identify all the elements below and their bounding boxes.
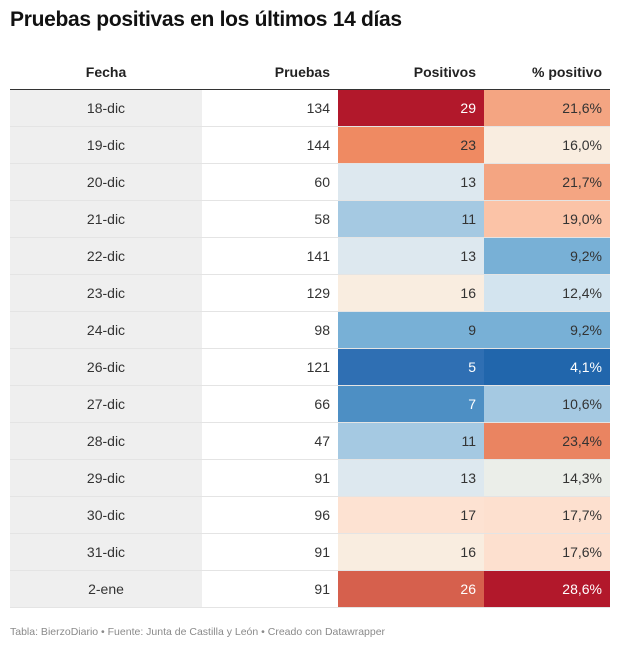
table-row: 21-dic 58 11 19,0% (10, 200, 610, 238)
cell-pruebas: 134 (202, 89, 338, 127)
cell-positivos: 13 (338, 237, 484, 275)
cell-pct-positivo: 16,0% (484, 126, 610, 164)
cell-fecha: 24-dic (10, 311, 202, 349)
cell-fecha: 22-dic (10, 237, 202, 275)
cell-pruebas: 58 (202, 200, 338, 238)
cell-pruebas: 91 (202, 570, 338, 608)
table-row: 27-dic 66 7 10,6% (10, 385, 610, 423)
cell-pct-positivo: 12,4% (484, 274, 610, 312)
cell-fecha: 31-dic (10, 533, 202, 571)
cell-pruebas: 91 (202, 459, 338, 497)
cell-positivos: 11 (338, 200, 484, 238)
cell-pct-positivo: 9,2% (484, 237, 610, 275)
cell-fecha: 18-dic (10, 89, 202, 127)
cell-pruebas: 47 (202, 422, 338, 460)
cell-fecha: 27-dic (10, 385, 202, 423)
cell-fecha: 2-ene (10, 570, 202, 608)
cell-positivos: 16 (338, 533, 484, 571)
table-row: 23-dic 129 16 12,4% (10, 274, 610, 312)
table-row: 26-dic 121 5 4,1% (10, 348, 610, 386)
table-row: 24-dic 98 9 9,2% (10, 311, 610, 349)
cell-positivos: 7 (338, 385, 484, 423)
cell-pruebas: 144 (202, 126, 338, 164)
cell-pct-positivo: 9,2% (484, 311, 610, 349)
cell-fecha: 20-dic (10, 163, 202, 201)
cell-positivos: 5 (338, 348, 484, 386)
cell-pct-positivo: 21,7% (484, 163, 610, 201)
cell-pct-positivo: 19,0% (484, 200, 610, 238)
cell-pct-positivo: 4,1% (484, 348, 610, 386)
cell-pruebas: 121 (202, 348, 338, 386)
cell-pruebas: 98 (202, 311, 338, 349)
cell-pct-positivo: 21,6% (484, 89, 610, 127)
column-header-fecha: Fecha (10, 55, 202, 90)
cell-pct-positivo: 17,6% (484, 533, 610, 571)
cell-positivos: 13 (338, 459, 484, 497)
table-row: 31-dic 91 16 17,6% (10, 533, 610, 571)
cell-fecha: 23-dic (10, 274, 202, 312)
table-row: 20-dic 60 13 21,7% (10, 163, 610, 201)
table-row: 22-dic 141 13 9,2% (10, 237, 610, 275)
cell-fecha: 29-dic (10, 459, 202, 497)
cell-pruebas: 91 (202, 533, 338, 571)
cell-fecha: 30-dic (10, 496, 202, 534)
source-footer: Tabla: BierzoDiario • Fuente: Junta de C… (10, 626, 386, 638)
column-header-positivos: Positivos (338, 55, 484, 90)
cell-pruebas: 66 (202, 385, 338, 423)
cell-fecha: 28-dic (10, 422, 202, 460)
cell-positivos: 16 (338, 274, 484, 312)
table-row: 19-dic 144 23 16,0% (10, 126, 610, 164)
table-row: 29-dic 91 13 14,3% (10, 459, 610, 497)
table-body: 18-dic 134 29 21,6% 19-dic 144 23 16,0% 20-dic 60… (10, 89, 610, 608)
cell-pct-positivo: 10,6% (484, 385, 610, 423)
cell-positivos: 11 (338, 422, 484, 460)
cell-fecha: 21-dic (10, 200, 202, 238)
cell-positivos: 29 (338, 89, 484, 127)
cell-positivos: 9 (338, 311, 484, 349)
column-header-pct-positivo: % positivo (484, 55, 610, 90)
cell-pruebas: 141 (202, 237, 338, 275)
cell-pruebas: 129 (202, 274, 338, 312)
cell-pct-positivo: 17,7% (484, 496, 610, 534)
table-row: 18-dic 134 29 21,6% (10, 89, 610, 127)
cell-pruebas: 96 (202, 496, 338, 534)
cell-positivos: 26 (338, 570, 484, 608)
cell-pct-positivo: 23,4% (484, 422, 610, 460)
table-row: 2-ene 91 26 28,6% (10, 570, 610, 608)
cell-pct-positivo: 14,3% (484, 459, 610, 497)
cell-fecha: 26-dic (10, 348, 202, 386)
cell-pct-positivo: 28,6% (484, 570, 610, 608)
chart-title: Pruebas positivas en los últimos 14 días (10, 8, 402, 31)
table-header-row: Fecha Pruebas Positivos % positivo (10, 55, 610, 90)
cell-positivos: 17 (338, 496, 484, 534)
data-table: Fecha Pruebas Positivos % positivo 18-di… (10, 55, 610, 608)
cell-fecha: 19-dic (10, 126, 202, 164)
column-header-pruebas: Pruebas (202, 55, 338, 90)
table-row: 30-dic 96 17 17,7% (10, 496, 610, 534)
cell-positivos: 23 (338, 126, 484, 164)
table-row: 28-dic 47 11 23,4% (10, 422, 610, 460)
cell-pruebas: 60 (202, 163, 338, 201)
cell-positivos: 13 (338, 163, 484, 201)
